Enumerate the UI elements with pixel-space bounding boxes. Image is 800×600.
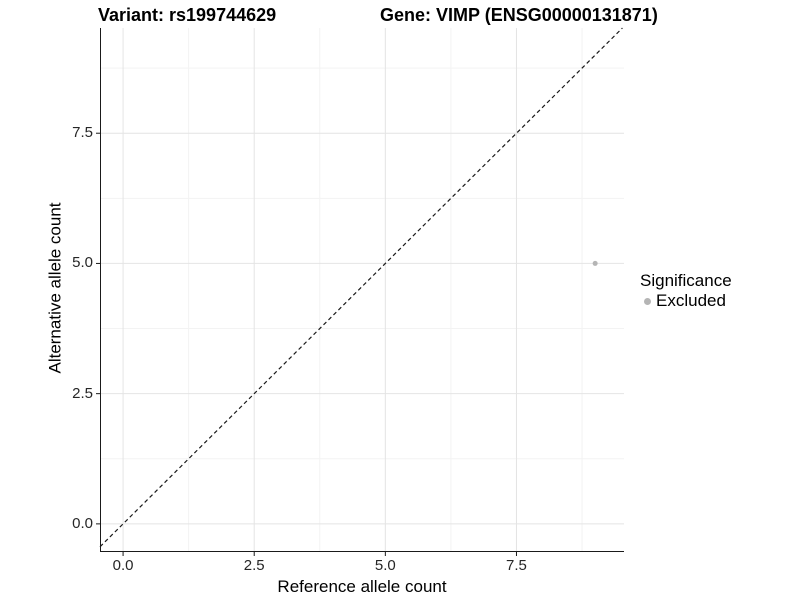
data-point xyxy=(592,260,598,266)
legend-item-label: Excluded xyxy=(656,291,726,310)
x-tick-label: 0.0 xyxy=(112,557,134,574)
legend: Significance Excluded xyxy=(640,271,732,310)
x-tick-label: 5.0 xyxy=(374,557,396,574)
legend-item-excluded: Excluded xyxy=(640,292,732,310)
y-tick-label: 5.0 xyxy=(72,254,93,272)
plot-panel xyxy=(96,27,624,556)
y-tick-label: 7.5 xyxy=(72,124,93,142)
excluded-point-icon xyxy=(643,297,651,305)
legend-key xyxy=(640,294,654,308)
y-tick-label: 2.5 xyxy=(72,384,93,402)
x-tick-label: 2.5 xyxy=(243,557,265,574)
identity-reference-line xyxy=(99,27,623,548)
plot-title-gene: Gene: VIMP (ENSG00000131871) xyxy=(380,5,658,25)
chart-svg xyxy=(96,27,624,556)
y-axis-title: Alternative allele count xyxy=(45,202,65,374)
y-tick-label: 0.0 xyxy=(72,514,93,532)
x-tick-label: 7.5 xyxy=(506,557,527,574)
plot-title-variant: Variant: rs199744629 xyxy=(98,5,277,25)
x-axis-title: Reference allele count xyxy=(277,577,447,596)
legend-title: Significance xyxy=(640,271,732,290)
